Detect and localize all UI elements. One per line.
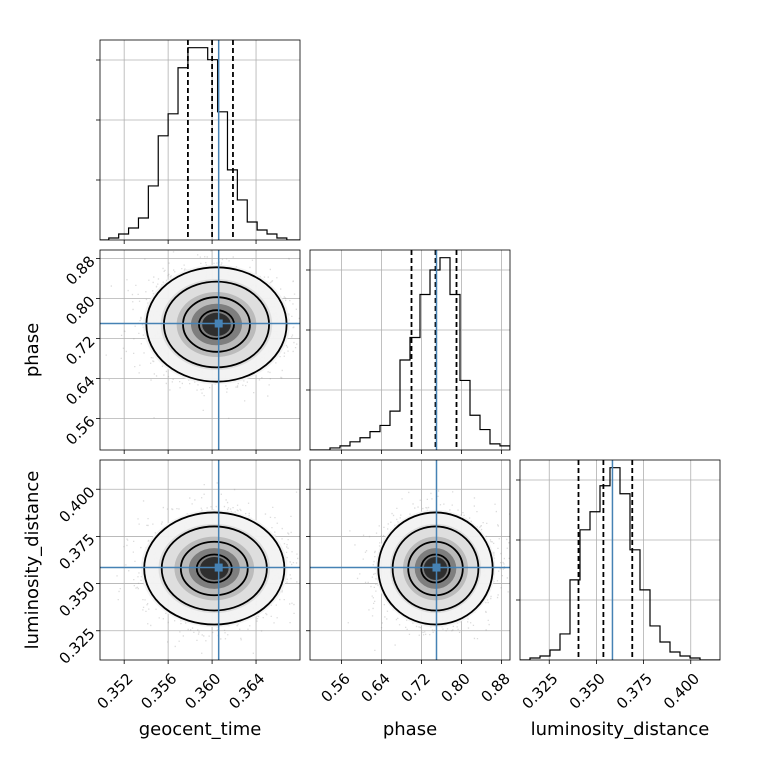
x-tick-label: 0.325: [519, 670, 562, 713]
x-axis-label: phase: [383, 719, 437, 740]
histogram-panel-luminosity_distance: [516, 459, 721, 664]
x-tick-label: 0.375: [613, 670, 656, 713]
y-tick-label: 0.80: [62, 292, 98, 328]
contour-line: [377, 511, 494, 626]
x-tick-label: 0.88: [478, 670, 514, 706]
x-tick-label: 0.360: [181, 670, 224, 713]
y-tick-label: 0.56: [62, 412, 98, 448]
axes-frame: [99, 459, 301, 661]
contour-line: [198, 309, 235, 340]
histogram-panel-phase: [306, 249, 511, 454]
y-tick-label: 0.400: [55, 483, 98, 526]
joint-panel-phase-luminosity_distance: [306, 459, 511, 664]
y-tick-label: 0.88: [62, 252, 98, 288]
x-tick-label: 0.350: [566, 670, 609, 713]
axes-frame: [309, 459, 511, 661]
truth-marker: [214, 319, 223, 328]
histogram-panel-geocent_time: [96, 39, 301, 244]
x-tick-label: 0.64: [358, 670, 394, 706]
density-layer: [347, 490, 510, 660]
contour-line: [407, 540, 464, 597]
contour-line: [182, 296, 251, 353]
contour-line: [145, 266, 288, 383]
contour-line: [391, 525, 480, 612]
histogram-step: [520, 467, 720, 660]
x-tick-label: 0.364: [225, 670, 268, 713]
joint-panel-geocent_time-phase: [96, 249, 301, 454]
truth-marker: [214, 563, 223, 572]
contour-line: [143, 511, 286, 626]
y-tick-label: 0.325: [55, 625, 98, 668]
y-axis-label: phase: [22, 323, 43, 377]
axes-frame: [309, 249, 511, 451]
y-axis-label: luminosity_distance: [22, 471, 43, 650]
y-tick-label: 0.375: [55, 530, 98, 573]
density-fill: [199, 557, 229, 580]
axes-frame: [99, 39, 301, 241]
contour-line: [420, 553, 451, 584]
x-tick-label: 0.356: [137, 670, 180, 713]
contour-line: [160, 525, 268, 612]
x-tick-label: 0.400: [660, 670, 703, 713]
truth-marker: [432, 563, 441, 572]
axes-frame: [99, 249, 301, 451]
y-tick-label: 0.350: [55, 577, 98, 620]
x-tick-label: 0.56: [318, 670, 354, 706]
x-tick-label: 0.72: [398, 670, 434, 706]
x-tick-label: 0.352: [93, 670, 136, 713]
x-axis-label: geocent_time: [139, 719, 262, 740]
joint-panel-geocent_time-luminosity_distance: [96, 459, 301, 664]
density-layer: [116, 482, 299, 654]
contour-line: [195, 553, 233, 584]
x-axis-label: luminosity_distance: [531, 719, 710, 740]
y-tick-label: 0.72: [62, 332, 98, 368]
x-tick-label: 0.80: [438, 670, 474, 706]
axes-frame: [519, 459, 721, 661]
histogram-step: [100, 47, 300, 240]
contour-line: [163, 280, 270, 369]
contour-line: [179, 540, 249, 597]
histogram-step: [310, 257, 510, 450]
y-tick-label: 0.64: [62, 372, 98, 408]
